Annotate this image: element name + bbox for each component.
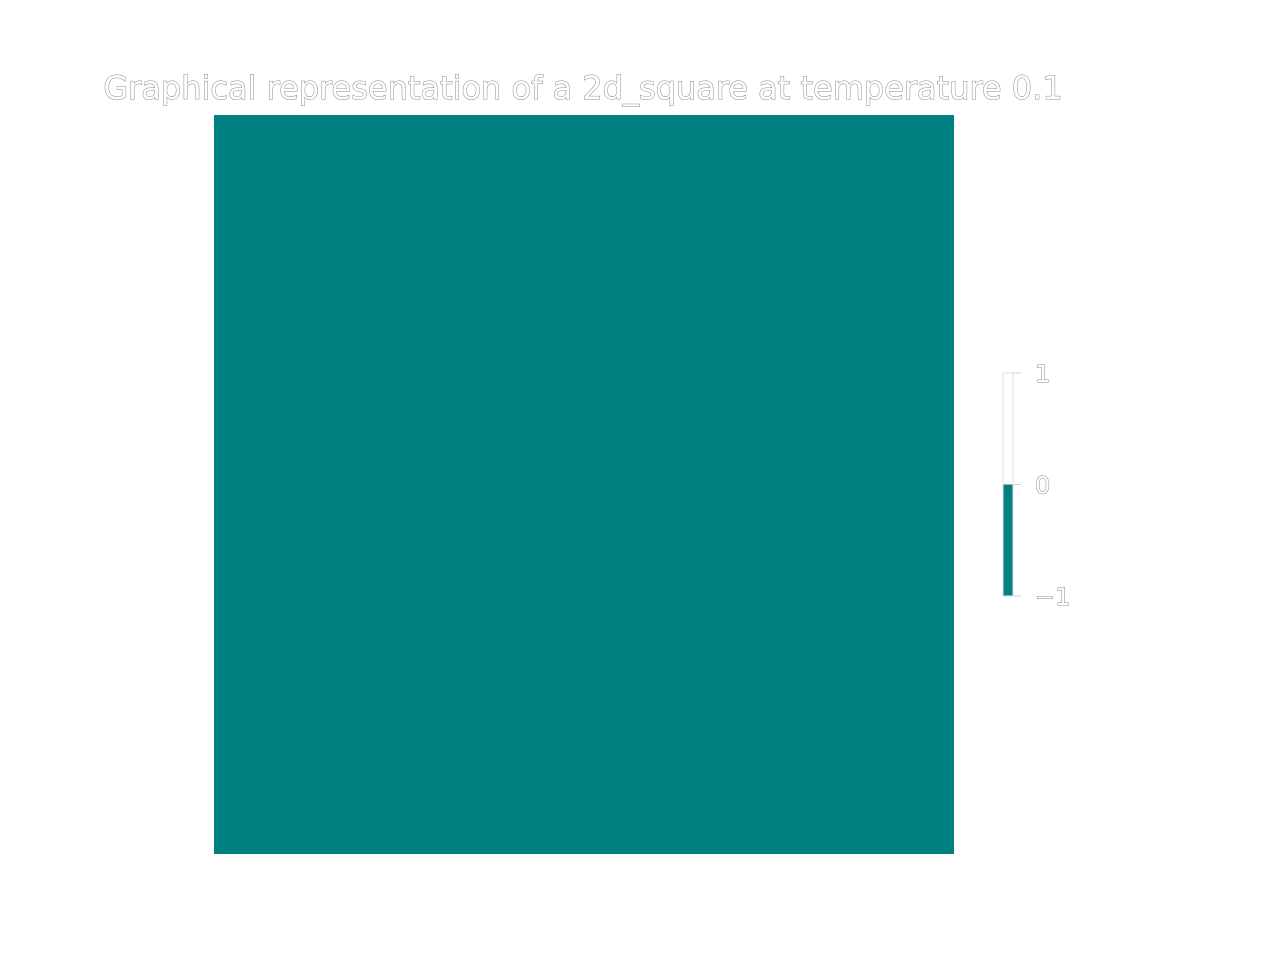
chart-title: Graphical representation of a 2d_square … <box>103 69 1062 107</box>
colorbar-segment <box>1003 484 1013 596</box>
heatmap <box>214 115 954 854</box>
colorbar-tick-label: −1 <box>1035 583 1070 611</box>
heatmap-cell <box>214 115 954 854</box>
colorbar: 1 0 −1 <box>1002 360 1071 612</box>
colorbar-segment <box>1003 373 1013 485</box>
colorbar-tick-label: 0 <box>1035 472 1050 500</box>
colorbar-tick-label: 1 <box>1035 360 1050 388</box>
